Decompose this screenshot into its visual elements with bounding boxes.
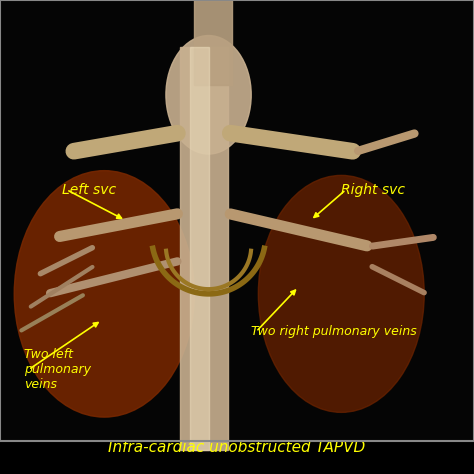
FancyArrowPatch shape [21, 295, 83, 330]
Bar [180, 47, 228, 450]
Text: Left svc: Left svc [62, 182, 116, 197]
FancyArrowPatch shape [40, 248, 92, 273]
Text: Infra-cardiac unobstructed TAPVD: Infra-cardiac unobstructed TAPVD [109, 440, 365, 455]
Text: Two left
pulmonary
veins: Two left pulmonary veins [24, 348, 91, 391]
FancyArrowPatch shape [358, 134, 414, 151]
Ellipse shape [166, 36, 251, 154]
Ellipse shape [14, 171, 194, 417]
Text: Two right pulmonary veins: Two right pulmonary veins [251, 325, 417, 338]
FancyArrowPatch shape [60, 214, 177, 237]
FancyArrowPatch shape [74, 133, 177, 151]
Text: Right svc: Right svc [341, 182, 405, 197]
FancyArrowPatch shape [50, 261, 177, 293]
FancyArrowPatch shape [230, 214, 367, 246]
Bar [190, 47, 209, 450]
FancyArrowPatch shape [31, 267, 92, 307]
Bar [194, 0, 232, 85]
FancyArrowPatch shape [372, 267, 424, 292]
FancyArrowPatch shape [230, 133, 353, 151]
FancyArrowPatch shape [373, 237, 433, 246]
Ellipse shape [258, 175, 424, 412]
